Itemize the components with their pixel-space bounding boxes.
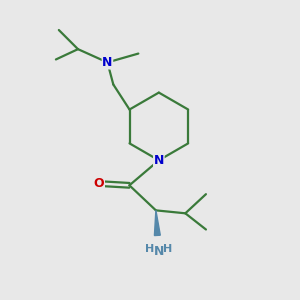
Polygon shape	[154, 210, 160, 236]
Text: O: O	[94, 177, 104, 190]
Text: N: N	[102, 56, 112, 69]
Text: H: H	[146, 244, 154, 254]
Text: N: N	[154, 245, 164, 258]
Text: H: H	[163, 244, 172, 254]
Text: N: N	[154, 154, 164, 167]
